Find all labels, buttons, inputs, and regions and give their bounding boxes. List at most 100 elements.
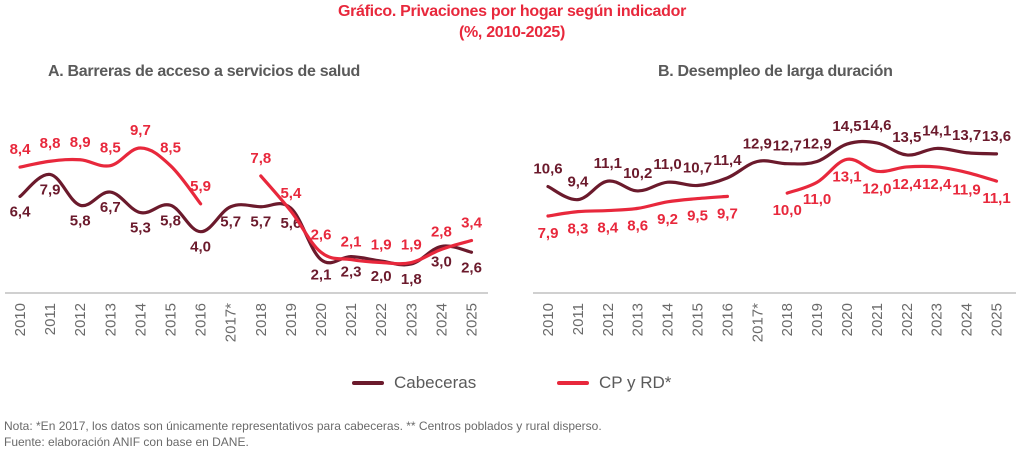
legend-label-cpyrd: CP y RD* [599, 373, 672, 392]
source-note: Fuente: elaboración ANIF con base en DAN… [4, 435, 249, 449]
data-label-a-cabeceras: 5,3 [130, 220, 151, 237]
data-label-a-cabeceras: 5,8 [160, 212, 181, 229]
x-tick-label-b: 2018 [779, 303, 796, 336]
data-label-b-cabeceras: 10,6 [533, 161, 562, 178]
x-tick-label-a: 2015 [163, 303, 180, 336]
data-label-b-cabeceras: 13,7 [952, 127, 981, 144]
data-label-b-cabeceras: 11,1 [594, 155, 622, 172]
data-label-a-cpyrd: 8,4 [10, 141, 32, 158]
data-label-b-cpyrd: 8,4 [597, 220, 619, 237]
x-tick-label-a: 2024 [433, 303, 450, 336]
x-tick-label-b: 2022 [899, 303, 916, 336]
data-label-b-cpyrd: 10,0 [773, 202, 802, 219]
data-label-a-cabeceras: 1,8 [401, 271, 422, 288]
x-tick-label-a: 2014 [132, 303, 149, 336]
data-label-b-cabeceras: 12,9 [802, 136, 831, 153]
x-tick-label-b: 2010 [540, 303, 557, 336]
data-label-a-cabeceras: 2,3 [341, 264, 362, 281]
data-label-b-cabeceras: 14,1 [922, 122, 951, 139]
x-tick-label-b: 2012 [600, 303, 617, 336]
x-tick-label-b: 2023 [929, 303, 946, 336]
data-label-a-cabeceras: 5,7 [250, 214, 271, 231]
x-tick-label-b: 2014 [660, 303, 677, 336]
data-label-b-cpyrd: 11,1 [982, 190, 1010, 207]
data-label-b-cabeceras: 10,7 [683, 159, 712, 176]
legend-swatch-cpyrd [557, 381, 589, 385]
data-label-a-cpyrd: 8,5 [160, 140, 181, 157]
x-tick-label-a: 2012 [72, 303, 89, 336]
data-label-b-cpyrd: 9,5 [687, 208, 708, 225]
x-tick-label-a: 2021 [343, 303, 360, 336]
data-label-a-cpyrd: 1,9 [371, 237, 392, 254]
x-tick-label-a: 2022 [373, 303, 390, 336]
x-tick-label-a: 2011 [42, 303, 59, 335]
x-tick-label-b: 2024 [959, 303, 976, 336]
x-tick-label-a: 2025 [464, 303, 481, 336]
x-tick-label-b: 2020 [839, 303, 856, 336]
data-label-b-cpyrd: 7,9 [538, 225, 559, 242]
data-label-b-cpyrd: 8,6 [627, 217, 648, 234]
data-label-b-cabeceras: 12,9 [743, 136, 772, 153]
x-tick-label-b: 2015 [690, 303, 707, 336]
x-tick-label-a: 2017* [223, 303, 240, 342]
chart-subtitle: (%, 2010-2025) [458, 24, 566, 41]
data-label-a-cpyrd: 8,5 [100, 140, 121, 157]
x-tick-label-b: 2013 [630, 303, 647, 336]
x-tick-label-b: 2016 [719, 303, 736, 336]
data-label-a-cabeceras: 5,8 [70, 212, 91, 229]
data-label-a-cpyrd: 5,9 [190, 178, 211, 195]
data-label-b-cpyrd: 9,2 [657, 211, 678, 228]
data-label-a-cpyrd: 8,8 [40, 135, 61, 152]
x-tick-label-b: 2017* [749, 303, 766, 342]
series-line-b-cpyrd [546, 194, 729, 218]
data-label-a-cpyrd: 2,8 [431, 223, 452, 240]
x-tick-label-b: 2025 [989, 303, 1006, 336]
legend-item-cabeceras: Cabeceras [352, 373, 476, 393]
x-tick-label-a: 2019 [283, 303, 300, 336]
x-tick-label-a: 2010 [12, 303, 29, 336]
data-label-b-cabeceras: 11,4 [713, 152, 742, 169]
x-tick-label-b: 2021 [869, 303, 886, 336]
series-line-b-cabeceras [546, 139, 999, 202]
panel-a-title: A. Barreras de acceso a servicios de sal… [48, 63, 361, 80]
data-label-b-cabeceras: 13,6 [982, 128, 1011, 145]
data-label-a-cabeceras: 5,7 [220, 214, 241, 231]
data-label-b-cpyrd: 12,4 [922, 176, 952, 193]
x-tick-label-a: 2016 [193, 303, 210, 336]
data-label-b-cabeceras: 9,4 [567, 174, 589, 191]
chart-title: Gráfico. Privaciones por hogar según ind… [337, 3, 687, 20]
legend-swatch-cabeceras [352, 381, 384, 385]
series-line-a-cpyrd [259, 174, 474, 266]
data-label-a-cpyrd: 2,1 [341, 234, 362, 251]
series-line-b-cpyrd [785, 157, 999, 195]
data-label-a-cpyrd: 2,6 [311, 226, 332, 243]
x-tick-label-a: 2020 [313, 303, 330, 336]
data-label-b-cpyrd: 8,3 [567, 221, 588, 238]
panel-b-title: B. Desempleo de larga duración [658, 63, 893, 80]
data-label-b-cpyrd: 12,0 [862, 180, 891, 197]
data-label-a-cpyrd: 7,8 [250, 150, 271, 167]
series-line-a-cpyrd [18, 146, 203, 206]
data-label-b-cabeceras: 11,0 [653, 156, 681, 173]
data-label-b-cpyrd: 12,4 [892, 176, 922, 193]
data-label-a-cpyrd: 3,4 [461, 215, 483, 232]
x-tick-label-a: 2013 [102, 303, 119, 336]
legend-item-cpyrd: CP y RD* [557, 373, 671, 393]
data-label-b-cpyrd: 11,9 [952, 181, 980, 198]
x-tick-label-b: 2011 [570, 303, 587, 335]
x-tick-label-b: 2019 [809, 303, 826, 336]
legend-label-cabeceras: Cabeceras [394, 373, 477, 392]
data-label-a-cabeceras: 6,4 [10, 203, 32, 220]
data-label-b-cabeceras: 14,6 [862, 117, 891, 134]
data-label-a-cpyrd: 8,9 [70, 134, 91, 151]
data-label-a-cabeceras: 7,9 [40, 181, 61, 198]
data-label-a-cabeceras: 2,6 [461, 259, 482, 276]
data-label-b-cpyrd: 9,7 [717, 205, 738, 222]
data-label-a-cpyrd: 9,7 [130, 122, 151, 139]
data-label-b-cpyrd: 11,0 [803, 191, 831, 208]
data-label-a-cpyrd: 5,4 [280, 185, 302, 202]
data-label-a-cabeceras: 2,0 [371, 268, 392, 285]
data-label-a-cabeceras: 3,0 [431, 253, 452, 270]
data-label-a-cpyrd: 1,9 [401, 237, 422, 254]
